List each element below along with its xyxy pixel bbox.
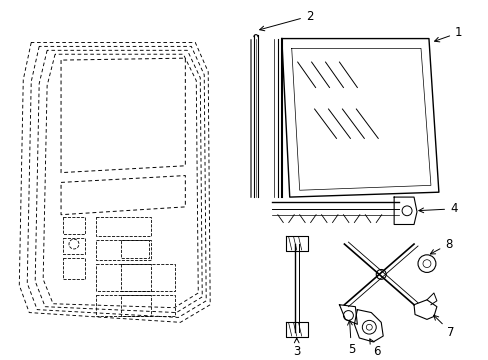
Bar — [63, 217, 85, 234]
Bar — [96, 264, 150, 291]
Text: 1: 1 — [434, 26, 462, 42]
Bar — [96, 295, 150, 316]
Text: 8: 8 — [429, 238, 451, 254]
Bar — [96, 240, 150, 260]
Bar — [121, 295, 175, 316]
Bar — [63, 258, 85, 279]
Bar — [96, 217, 150, 236]
Circle shape — [375, 270, 386, 279]
Text: 5: 5 — [347, 320, 354, 356]
Bar — [63, 238, 85, 254]
Text: 4: 4 — [418, 202, 457, 215]
Bar — [121, 240, 148, 258]
Text: 6: 6 — [369, 339, 380, 358]
Text: 3: 3 — [292, 338, 300, 358]
Text: 2: 2 — [259, 10, 313, 31]
Bar — [121, 264, 175, 291]
Text: 7: 7 — [433, 315, 454, 339]
